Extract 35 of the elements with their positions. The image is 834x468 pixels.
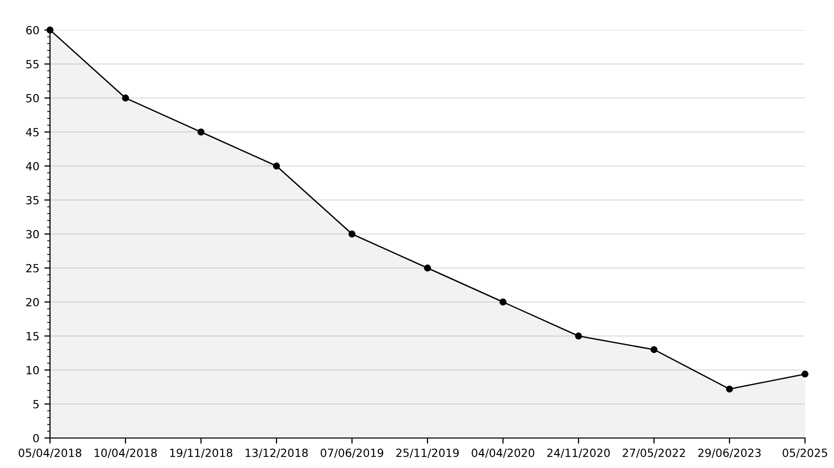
y-tick-label: 25 — [26, 264, 39, 272]
y-tick-label: 30 — [26, 230, 39, 238]
point — [802, 370, 808, 378]
x-tick-label: 05/04/2018 — [18, 448, 82, 458]
y-tick-label: 50 — [26, 94, 39, 102]
y-tick-label: 10 — [26, 366, 39, 374]
x-tick-label: 10/04/2018 — [94, 448, 157, 458]
point — [46, 26, 54, 34]
x-tick-label: 27/05/2022 — [622, 448, 685, 458]
point — [726, 386, 733, 393]
x-tick-label: 19/11/2018 — [170, 448, 232, 458]
y-tick-label: 0 — [33, 434, 39, 442]
y-tick-label: 20 — [26, 298, 39, 306]
point — [273, 162, 280, 170]
y-tick-label: 5 — [33, 400, 39, 408]
y-tick-label: 35 — [26, 196, 39, 204]
y-tick-label: 45 — [26, 128, 39, 136]
y-tick-label: 15 — [26, 332, 39, 340]
point — [348, 230, 356, 238]
point — [424, 264, 431, 272]
point — [122, 94, 129, 102]
x-tick-label: 05/2025 — [782, 448, 828, 458]
point — [575, 332, 582, 340]
x-tick-label: 13/12/2018 — [246, 448, 308, 458]
y-tick-label: 55 — [26, 60, 39, 68]
point — [650, 346, 658, 354]
x-tick-label: 25/11/2019 — [396, 448, 459, 458]
y-tick-label: 60 — [26, 26, 39, 34]
x-tick-label: 24/11/2020 — [547, 448, 610, 458]
point — [500, 298, 506, 306]
x-tick-label: 29/06/2023 — [698, 448, 761, 458]
y-tick-label: 40 — [26, 162, 39, 170]
x-tick-label: 07/06/2019 — [320, 448, 384, 458]
point — [198, 128, 204, 136]
x-tick-label: 04/04/2020 — [472, 448, 534, 458]
